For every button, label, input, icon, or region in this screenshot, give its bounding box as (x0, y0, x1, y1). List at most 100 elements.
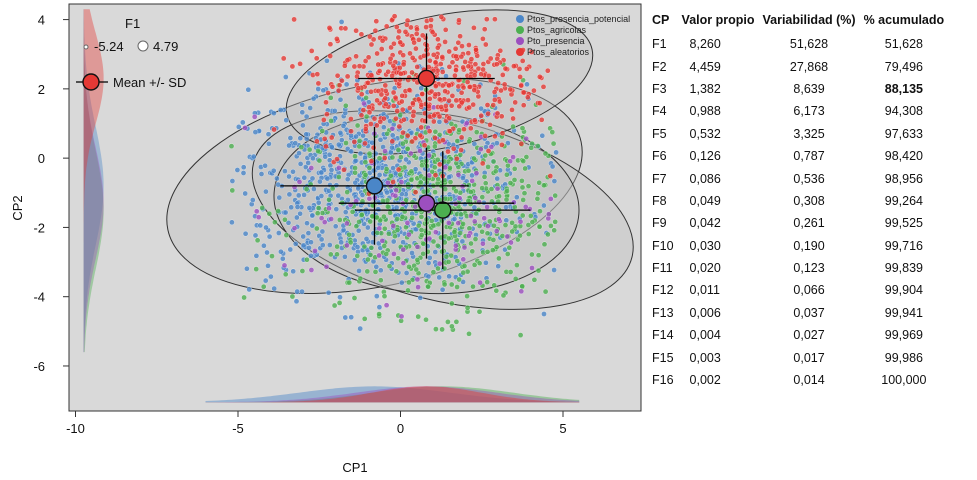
table-row: F4 0,988 6,173 94,308 (646, 100, 948, 122)
point-ptos-presencia-potencial (297, 210, 303, 217)
point-ptos-agricolas (394, 227, 401, 233)
point-ptos-agricolas (356, 138, 363, 144)
point-ptos-presencia-potencial (374, 293, 380, 299)
point-ptos-presencia-potencial (451, 216, 458, 222)
point-ptos-agricolas (329, 185, 336, 192)
table-row: F15 0,003 0,017 99,986 (646, 346, 948, 368)
point-ptos-agricolas (381, 243, 388, 249)
point-ptos-aleatorios (436, 96, 443, 103)
point-ptos-aleatorios (432, 135, 438, 141)
point-ptos-agricolas (490, 237, 497, 243)
point-ptos-aleatorios (375, 61, 381, 68)
table-cell: 27,868 (789, 59, 829, 74)
point-ptos-presencia-potencial (399, 279, 405, 286)
point-ptos-agricolas (487, 218, 493, 225)
point-ptos-aleatorios (389, 73, 395, 79)
point-ptos-agricolas (303, 186, 310, 192)
point-pto-presencia (493, 228, 500, 234)
inset-mean-label: Mean +/- SD (113, 75, 186, 90)
point-ptos-presencia-potencial (436, 274, 442, 281)
point-ptos-presencia-potencial (375, 206, 381, 212)
point-ptos-aleatorios (431, 112, 437, 119)
point-ptos-aleatorios (428, 88, 435, 95)
point-ptos-presencia-potencial (242, 230, 249, 237)
point-ptos-presencia-potencial (285, 220, 292, 226)
point-pto-presencia (253, 208, 260, 215)
point-ptos-agricolas (466, 225, 473, 232)
point-ptos-aleatorios (391, 40, 397, 47)
point-ptos-presencia-potencial (381, 124, 387, 130)
point-ptos-presencia-potencial (282, 209, 289, 216)
point-ptos-aleatorios (431, 118, 437, 125)
point-ptos-agricolas (336, 300, 343, 306)
legend-swatch (516, 15, 524, 23)
point-ptos-aleatorios (447, 128, 453, 134)
point-ptos-agricolas (473, 129, 480, 135)
table-cell: 0,988 (689, 104, 721, 119)
point-ptos-aleatorios (362, 140, 368, 147)
point-ptos-aleatorios (363, 126, 369, 132)
point-ptos-presencia-potencial (305, 230, 312, 236)
table-cell: 0,261 (793, 216, 825, 231)
point-ptos-aleatorios (439, 54, 446, 60)
point-ptos-agricolas (514, 262, 520, 268)
point-ptos-presencia-potencial (393, 204, 400, 211)
point-ptos-agricolas (458, 211, 464, 218)
table-cell: 94,308 (884, 104, 923, 119)
point-ptos-agricolas (393, 268, 400, 275)
point-ptos-presencia-potencial (318, 193, 325, 199)
point-ptos-aleatorios (427, 57, 433, 64)
point-ptos-aleatorios (413, 31, 420, 37)
point-pto-presencia (460, 256, 467, 263)
point-ptos-agricolas (386, 231, 392, 237)
point-ptos-aleatorios (491, 89, 498, 95)
y-axis-label: CP2 (10, 195, 25, 220)
point-ptos-agricolas (491, 282, 497, 289)
point-ptos-agricolas (357, 275, 364, 282)
table-cell: F14 (652, 328, 674, 343)
table-cell: 97,633 (884, 126, 923, 141)
point-ptos-aleatorios (354, 73, 360, 80)
point-ptos-presencia-potencial (277, 107, 284, 113)
point-ptos-agricolas (283, 232, 290, 238)
point-ptos-agricolas (541, 182, 547, 189)
point-pto-presencia (400, 246, 407, 253)
point-ptos-agricolas (415, 222, 422, 229)
table-row: F1 8,260 51,628 51,628 (646, 33, 948, 55)
point-ptos-aleatorios (394, 108, 400, 114)
table-row: F8 0,049 0,308 99,264 (646, 190, 948, 212)
point-ptos-agricolas (432, 128, 439, 135)
table-cell: F3 (652, 81, 667, 96)
point-ptos-aleatorios (545, 67, 551, 74)
point-ptos-aleatorios (377, 118, 384, 125)
point-ptos-presencia-potencial (355, 185, 362, 192)
point-ptos-presencia-potencial (325, 289, 332, 296)
point-ptos-agricolas (493, 244, 500, 250)
point-ptos-aleatorios (418, 124, 424, 131)
table-cell: 0,017 (793, 350, 825, 365)
point-ptos-aleatorios (499, 142, 505, 148)
point-ptos-agricolas (453, 319, 460, 325)
table-cell: F5 (652, 126, 667, 141)
point-ptos-agricolas (228, 143, 235, 149)
point-ptos-agricolas (366, 150, 373, 157)
point-ptos-agricolas (519, 184, 526, 191)
point-ptos-aleatorios (494, 110, 501, 117)
table-cell: 99,525 (884, 216, 923, 231)
point-pto-presencia (400, 260, 407, 266)
point-ptos-aleatorios (485, 110, 491, 117)
point-ptos-presencia-potencial (446, 273, 452, 280)
point-ptos-aleatorios (480, 36, 486, 42)
table-header-cell: Valor propio (681, 13, 755, 27)
point-ptos-agricolas (454, 258, 460, 264)
point-ptos-agricolas (352, 169, 358, 176)
point-ptos-presencia-potencial (299, 288, 305, 295)
point-ptos-agricolas (442, 195, 449, 202)
point-ptos-agricolas (454, 138, 461, 144)
table-cell: F16 (652, 373, 674, 388)
table-row: F10 0,030 0,190 99,716 (646, 235, 948, 257)
point-ptos-agricolas (492, 204, 499, 211)
mean-marker-ptos-aleatorios (417, 69, 436, 88)
point-ptos-agricolas (445, 319, 451, 325)
